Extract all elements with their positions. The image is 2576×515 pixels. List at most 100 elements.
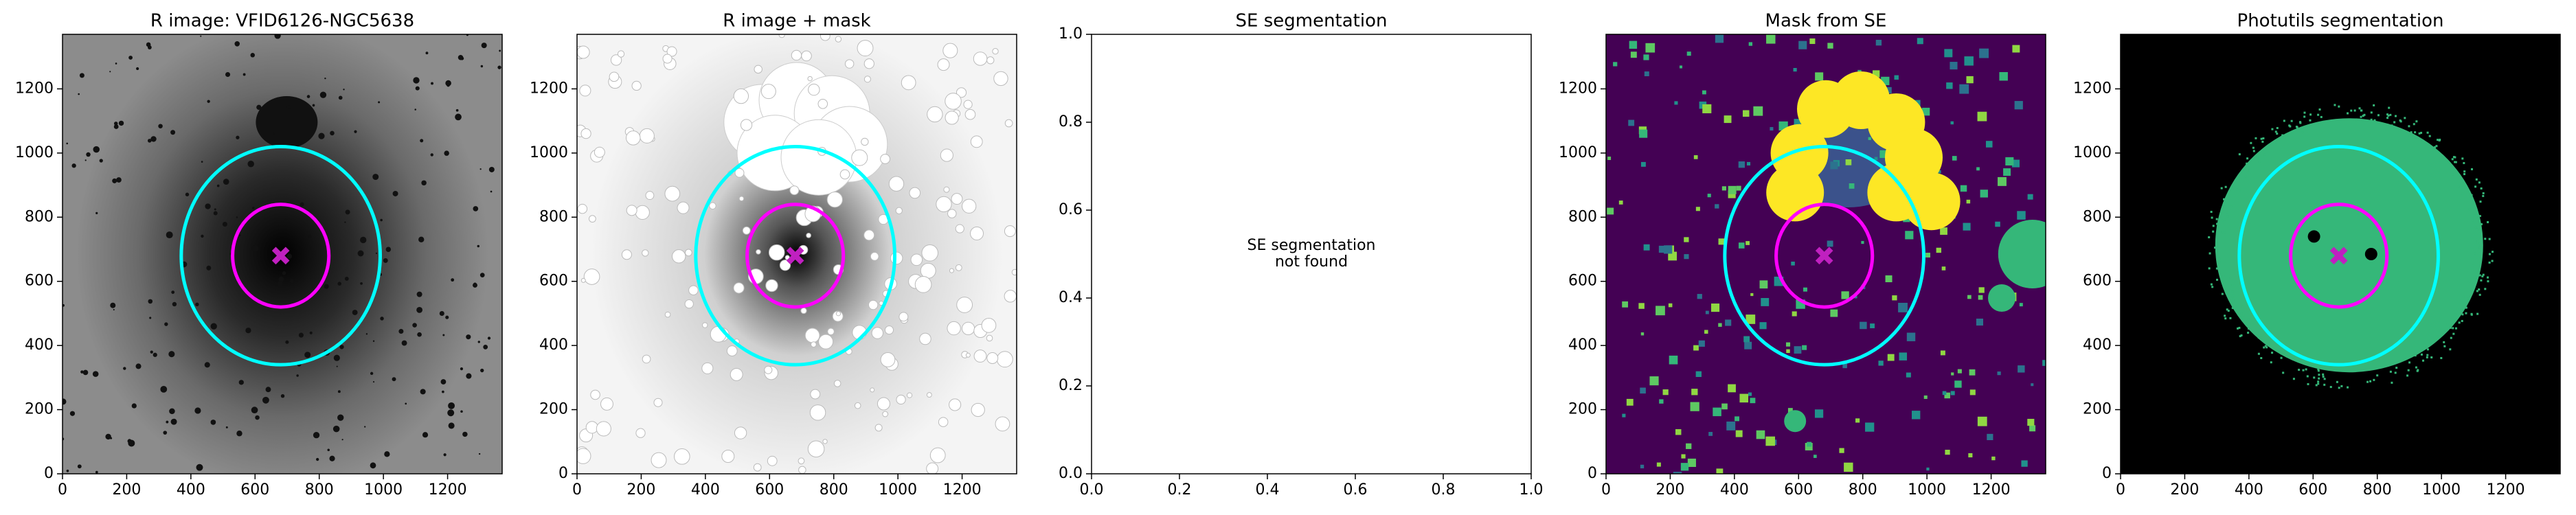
segment: [2476, 228, 2478, 231]
x-tick-label: 1200: [2487, 481, 2525, 499]
mask-region: [926, 392, 932, 398]
segment: [2289, 125, 2292, 128]
mask-region: [779, 260, 791, 271]
mask-region: [1693, 345, 1699, 351]
segment: [2322, 373, 2325, 376]
x-tick-label: 800: [305, 481, 334, 499]
segment: [2474, 185, 2477, 188]
star: [324, 284, 329, 289]
segment: [2221, 219, 2224, 222]
mask-region: [827, 328, 835, 336]
segment: [2238, 189, 2241, 192]
segment: [2210, 283, 2213, 286]
segment: [2231, 187, 2234, 190]
segment: [2472, 282, 2475, 284]
axes-frame: [2120, 34, 2561, 474]
mask-region: [880, 352, 896, 367]
mask-region: [684, 249, 692, 257]
star: [128, 439, 135, 447]
segment: [2474, 252, 2476, 255]
segment: [2231, 290, 2234, 293]
mask-region: [1622, 413, 1626, 417]
segment: [2399, 119, 2402, 122]
segment: [2391, 381, 2393, 384]
segment: [2212, 230, 2215, 233]
segment: [2291, 131, 2294, 134]
star: [171, 290, 175, 294]
mask-region: [2031, 383, 2034, 387]
mask-region: [600, 397, 613, 411]
mask-region: [1707, 194, 1711, 198]
y-tick-label: 1.0: [1059, 25, 1083, 43]
mask-region: [1936, 247, 1942, 253]
mask-region: [1959, 84, 1969, 94]
star: [401, 340, 407, 346]
segment: [2387, 114, 2390, 117]
segment: [2240, 312, 2243, 315]
segment: [2246, 157, 2249, 160]
x-tick-label: 400: [1720, 481, 1749, 499]
star: [195, 302, 199, 307]
mask-region: [1640, 332, 1645, 336]
segment: [2477, 215, 2480, 218]
mask-region: [971, 402, 985, 417]
segment: [2280, 352, 2283, 355]
mask-region: [733, 282, 745, 294]
mask-region: [1969, 389, 1976, 396]
star: [204, 362, 210, 368]
segment: [2426, 356, 2428, 358]
segment: [2476, 312, 2479, 315]
star: [79, 73, 84, 78]
mask-region: [937, 58, 950, 71]
segment: [2436, 335, 2439, 338]
x-tick-label: 800: [1849, 481, 1877, 499]
segment: [2256, 157, 2259, 159]
star: [222, 222, 227, 227]
mask-region: [1673, 472, 1682, 474]
segment: [2478, 288, 2481, 291]
segment: [2360, 115, 2362, 118]
y-tick-label: 1000: [2073, 144, 2112, 161]
segment: [2240, 334, 2243, 336]
star: [332, 425, 340, 433]
star: [448, 422, 455, 429]
segment: [2224, 185, 2227, 188]
star: [150, 136, 157, 142]
star: [146, 42, 151, 47]
segment: [2298, 121, 2301, 124]
mask-region: [1613, 62, 1618, 67]
segment: [2305, 361, 2307, 364]
star: [105, 433, 111, 440]
mask-region: [947, 321, 961, 336]
mask-region: [1830, 161, 1838, 170]
x-tick-label: 0: [572, 481, 582, 499]
mask-region: [1963, 222, 1971, 231]
star: [247, 160, 254, 168]
mask-region: [1004, 290, 1017, 303]
mask-region: [962, 198, 977, 214]
star: [466, 373, 472, 379]
mask-region: [801, 50, 812, 62]
segment: [2478, 181, 2481, 184]
segment: [2360, 109, 2362, 112]
star: [378, 101, 381, 104]
segment: [2224, 317, 2227, 320]
star: [114, 122, 118, 126]
star: [460, 410, 463, 413]
y-tick-label: 0.4: [1059, 289, 1083, 306]
mask-region: [1980, 190, 1988, 198]
segment: [2242, 314, 2245, 317]
segment: [2257, 352, 2260, 355]
segment: [2266, 346, 2268, 349]
y-tick-label: 0.2: [1059, 377, 1083, 394]
mask-region: [1742, 110, 1750, 117]
mask-region: [677, 201, 690, 214]
segment: [2478, 274, 2481, 277]
y-tick-label: 0: [2102, 465, 2112, 482]
mask-region: [956, 297, 973, 313]
panel-title: R image: VFID6126-NGC5638: [150, 11, 414, 32]
segment: [2430, 356, 2433, 358]
mask-region: [961, 321, 975, 336]
mask-region: [1686, 52, 1691, 56]
segment: [2463, 173, 2466, 176]
